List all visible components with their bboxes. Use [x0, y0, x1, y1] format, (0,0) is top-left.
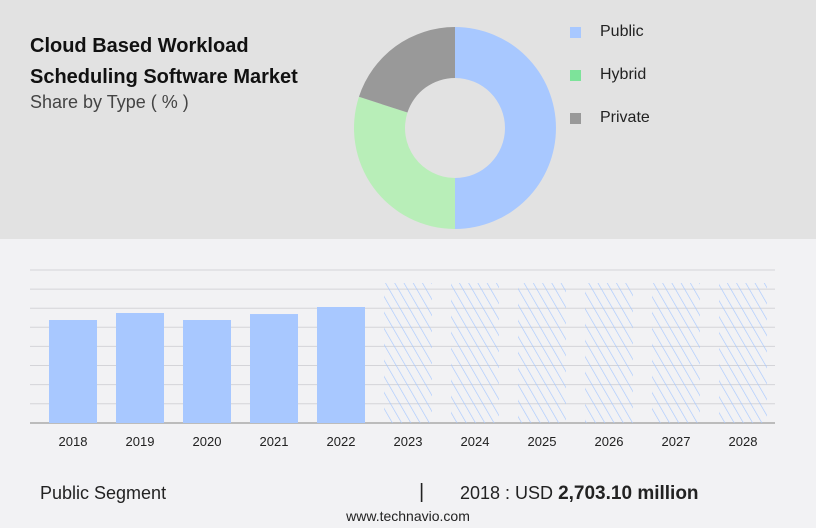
x-tick-label: 2019: [126, 434, 155, 449]
x-tick-label: 2024: [461, 434, 490, 449]
title-line-1: Cloud Based Workload: [30, 35, 249, 57]
bar-2026: [585, 283, 633, 423]
x-tick-label: 2020: [193, 434, 222, 449]
chart-subtitle: Share by Type ( % ): [30, 92, 189, 112]
legend-item-private: Private: [570, 93, 650, 143]
bar-2024: [451, 283, 499, 423]
legend-label: Hybrid: [600, 66, 647, 83]
x-tick-label: 2021: [260, 434, 289, 449]
x-tick-label: 2025: [528, 434, 557, 449]
bar-2023: [384, 283, 432, 423]
segment-value: 2018 : USD 2,703.10 million: [460, 483, 699, 505]
x-tick-label: 2022: [327, 434, 356, 449]
legend-label: Public: [600, 23, 644, 40]
legend-item-public: Public: [570, 7, 650, 57]
bar-2028: [719, 283, 767, 423]
separator: |: [419, 481, 425, 503]
donut-slice-hybrid: [353, 96, 455, 230]
chart-title: Cloud Based Workload Scheduling Software …: [30, 31, 298, 93]
x-tick-label: 2027: [662, 434, 691, 449]
x-tick-label: 2023: [394, 434, 423, 449]
source-link[interactable]: www.technavio.com: [346, 508, 470, 524]
x-tick-label: 2028: [729, 434, 758, 449]
donut-legend: Public Hybrid Private: [570, 14, 650, 143]
x-tick-label: 2018: [59, 434, 88, 449]
bar-2021: [250, 314, 298, 423]
value: 2,703.10 million: [558, 483, 699, 504]
x-tick-label: 2026: [595, 434, 624, 449]
legend-item-hybrid: Hybrid: [570, 50, 650, 100]
bar-2019: [116, 312, 164, 423]
legend-swatch: [570, 69, 581, 81]
bar-2018: [49, 320, 97, 423]
legend-swatch: [570, 112, 581, 124]
bar-2022: [317, 307, 365, 423]
legend-swatch: [570, 26, 581, 38]
bar-2020: [183, 320, 231, 423]
segment-label: Public Segment: [40, 483, 167, 503]
title-line-2: Scheduling Software Market: [30, 66, 298, 88]
donut-slice-public: [455, 27, 556, 229]
legend-label: Private: [600, 109, 650, 126]
donut-slice-private: [358, 27, 455, 113]
bar-2025: [518, 283, 566, 423]
bar-2027: [652, 283, 700, 423]
year-label: 2018 : USD: [460, 483, 554, 503]
